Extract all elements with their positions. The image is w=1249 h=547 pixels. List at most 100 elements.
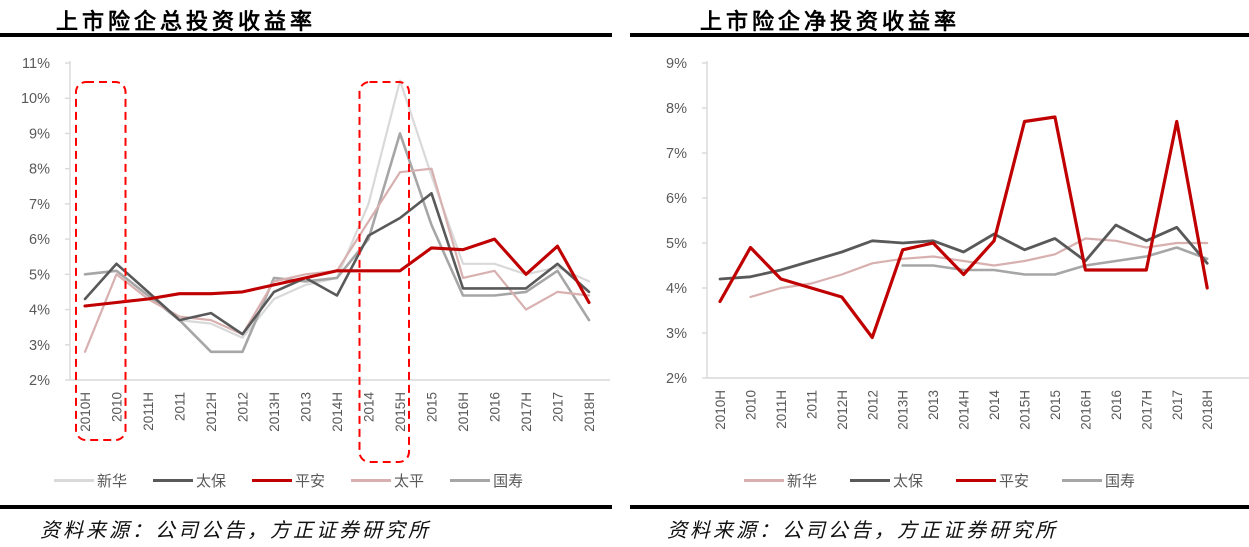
legend-label: 新华 — [787, 472, 818, 490]
x-axis-tick-label: 2013H — [896, 390, 911, 430]
legend: 新华 太保 平安 国寿 — [630, 466, 1249, 494]
legend-label: 国寿 — [1105, 472, 1136, 490]
source-caption: 资料来源：公司公告，方正证券研究所 — [667, 518, 1058, 542]
x-axis-tick-label: 2016 — [488, 392, 503, 422]
x-axis-tick-label: 2017H — [519, 392, 534, 432]
legend-label: 新华 — [97, 472, 128, 490]
x-axis-tick-label: 2011 — [173, 392, 188, 421]
series-line-guoshou — [83, 132, 591, 354]
x-axis-tick-label: 2015 — [425, 392, 440, 422]
legend-item-pingan: 平安 — [956, 470, 1029, 491]
x-axis-tick-label: 2014H — [330, 392, 345, 432]
x-axis-tick-label: 2017 — [551, 392, 566, 422]
y-axis-tick-label: 4% — [666, 281, 687, 297]
x-axis-tick-label: 2015H — [1018, 390, 1033, 430]
y-axis-tick-label: 3% — [29, 338, 50, 354]
y-axis-tick-label: 4% — [29, 303, 50, 319]
footer-rule — [0, 505, 612, 509]
legend-item-xinhua: 新华 — [744, 470, 817, 491]
highlight-dashed-box — [75, 81, 127, 441]
chart-panel-total-investment-yield: 上市险企总投资收益率 2% 3% 4% 5% 6% 7% 8% 9% 10% 11% 2010H 20… — [0, 0, 612, 547]
legend-swatch-taiping — [351, 478, 392, 482]
x-axis-tick-label: 2014 — [987, 390, 1002, 421]
y-axis-tick-label: 11% — [22, 56, 50, 72]
y-axis-tick-label: 10% — [21, 91, 50, 107]
y-axis-tick-label: 2% — [29, 373, 50, 389]
footer-rule — [630, 505, 1249, 509]
y-axis-tick-label: 9% — [29, 126, 50, 142]
legend-item-xinhua: 新华 — [54, 470, 127, 491]
title-underline-rule — [630, 33, 1249, 37]
y-axis-tick-label: 3% — [666, 326, 687, 342]
legend-swatch-taibao — [153, 478, 194, 482]
x-axis-tick-label: 2017H — [1139, 390, 1154, 430]
x-axis-tick-label: 2011H — [774, 390, 789, 429]
y-axis-tick-label: 7% — [29, 197, 50, 213]
y-axis-tick-label: 8% — [666, 101, 687, 117]
chart-title: 上市险企净投资收益率 — [700, 9, 961, 35]
legend-swatch-xinhua — [54, 478, 94, 482]
legend-label: 太保 — [196, 472, 227, 490]
x-axis-tick-label: 2016 — [1109, 390, 1124, 420]
legend-item-taibao: 太保 — [153, 470, 226, 491]
legend-item-guoshou: 国寿 — [1062, 470, 1135, 491]
x-axis-tick-label: 2012H — [204, 392, 219, 432]
x-axis-tick-label: 2015 — [1048, 390, 1063, 420]
legend-swatch-guoshou — [1062, 478, 1103, 482]
highlight-dashed-box — [358, 81, 410, 463]
legend-label: 平安 — [295, 472, 326, 490]
y-axis-tick-label: 2% — [666, 371, 687, 387]
legend-label: 太平 — [394, 472, 425, 490]
legend-item-guoshou: 国寿 — [450, 470, 523, 491]
x-axis-tick-label: 2018H — [582, 392, 597, 432]
legend-swatch-xinhua — [744, 478, 784, 482]
y-axis-tick-label: 9% — [666, 56, 687, 72]
total-investment-yield-line-chart: 2% 3% 4% 5% 6% 7% 8% 9% 10% 11% 2010H 2010 2011H 2011… — [21, 56, 610, 463]
title-underline-rule — [0, 33, 612, 37]
x-axis-tick-label: 2016H — [456, 392, 471, 432]
y-axis-tick-label: 7% — [666, 146, 687, 162]
x-axis-tick-label: 2017 — [1170, 390, 1185, 420]
legend-swatch-taibao — [850, 478, 891, 482]
series-line-guoshou — [901, 246, 1209, 276]
series-line-taibao — [83, 192, 591, 336]
x-axis-tick-label: 2014H — [957, 390, 972, 430]
legend-swatch-guoshou — [450, 478, 491, 482]
y-axis-tick-label: 6% — [666, 191, 687, 207]
y-axis-tick-label: 8% — [29, 162, 50, 178]
series-line-taibao — [718, 223, 1209, 281]
source-caption: 资料来源：公司公告，方正证券研究所 — [40, 518, 431, 542]
series-line-pingan — [718, 115, 1209, 340]
x-axis-tick-label: 2011 — [804, 390, 819, 419]
legend-item-taibao: 太保 — [850, 470, 923, 491]
x-axis-tick-label: 2013 — [299, 392, 314, 422]
x-axis-tick-label: 2012H — [835, 390, 850, 430]
series-line-xinhua — [83, 79, 591, 339]
legend: 新华 太保 平安 太平 国寿 — [0, 466, 612, 494]
legend-item-pingan: 平安 — [252, 470, 325, 491]
y-axis-tick-label: 5% — [666, 236, 687, 252]
chart-panel-net-investment-yield: 上市险企净投资收益率 2% 3% 4% 5% 6% 7% 8% 9% 2010H 2010 2011… — [630, 0, 1249, 547]
y-axis-tick-label: 5% — [29, 267, 50, 283]
x-axis-tick-label: 2010 — [743, 390, 758, 420]
y-axis-tick-label: 6% — [29, 232, 50, 248]
legend-swatch-pingan — [956, 478, 997, 482]
legend-label: 太保 — [893, 472, 924, 490]
legend-swatch-pingan — [252, 478, 293, 482]
series-line-xinhua — [749, 237, 1209, 299]
x-axis-tick-label: 2010H — [78, 392, 93, 432]
x-axis-tick-label: 2013 — [926, 390, 941, 420]
net-investment-yield-line-chart: 2% 3% 4% 5% 6% 7% 8% 9% 2010H 2010 2011H 2011 2012H 2… — [666, 56, 1249, 430]
x-axis-tick-label: 2010 — [110, 392, 125, 422]
legend-item-taiping: 太平 — [351, 470, 424, 491]
legend-label: 平安 — [999, 472, 1030, 490]
x-axis-tick-label: 2011H — [141, 392, 156, 431]
x-axis-tick-label: 2014 — [362, 392, 377, 423]
x-axis-tick-label: 2018H — [1200, 390, 1215, 430]
x-axis-tick-label: 2015H — [393, 392, 408, 432]
chart-title: 上市险企总投资收益率 — [56, 9, 317, 35]
x-axis-tick-label: 2016H — [1078, 390, 1093, 430]
x-axis-tick-label: 2013H — [267, 392, 282, 432]
series-line-pingan — [83, 237, 591, 308]
x-axis-tick-label: 2010H — [713, 390, 728, 430]
